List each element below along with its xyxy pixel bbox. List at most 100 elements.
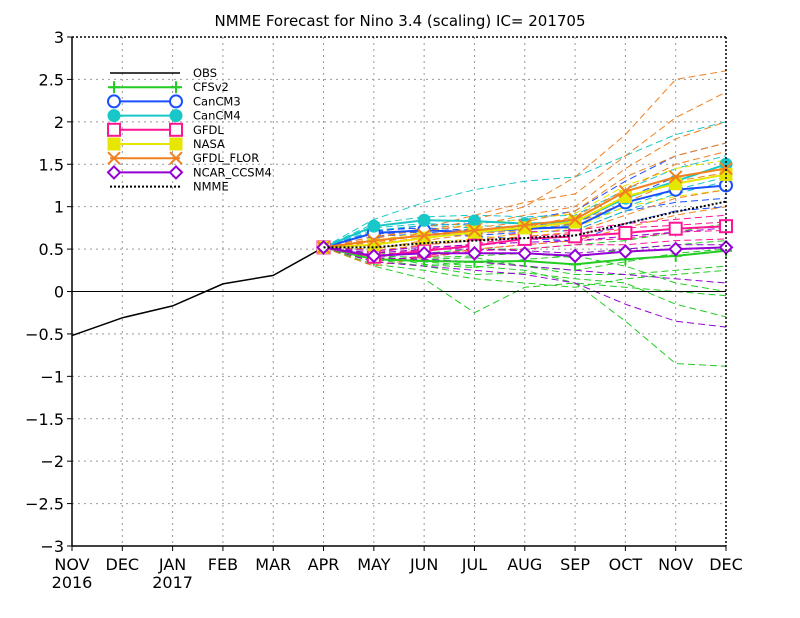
legend-marker <box>168 164 184 180</box>
point-ncar-ccsm4 <box>567 248 583 264</box>
y-tick-label: 1 <box>54 198 64 217</box>
point-gfdl-flor <box>568 212 582 227</box>
legend-label: NCAR_CCSM4 <box>193 165 272 179</box>
marker-x-b <box>417 228 431 243</box>
y-tick-label: −2 <box>40 452 64 471</box>
legend-entry-cfsv2: CFSv2 <box>108 80 229 94</box>
legend-entry-cancm3: CanCM3 <box>107 94 241 109</box>
point-ncar-ccsm4 <box>617 244 633 260</box>
marker-x-b <box>467 223 482 238</box>
point-ncar-ccsm4 <box>467 245 482 261</box>
point-gfdl-flor <box>668 170 683 184</box>
legend-marker <box>106 164 122 180</box>
marker-x-b <box>568 212 582 227</box>
point-gfdl <box>568 229 583 244</box>
ensemble-member-line <box>323 121 727 248</box>
y-tick-label: 3 <box>54 28 64 47</box>
point-gfdl-flor <box>618 184 633 199</box>
legend-label: NMME <box>193 180 229 194</box>
x-tick-label: JUN <box>409 555 438 574</box>
legend-entry-gfdl: GFDL <box>107 122 224 137</box>
marker-x-b <box>719 161 733 176</box>
marker-x-b <box>107 151 121 165</box>
ensemble-member-line <box>323 176 727 248</box>
legend-entry-gfdl-flor: GFDL_FLOR <box>107 151 259 165</box>
legend-label: NASA <box>193 137 225 151</box>
legend-label: GFDL_FLOR <box>193 151 259 165</box>
y-tick-label: 2 <box>54 113 64 132</box>
ensemble-member-line <box>323 246 727 314</box>
x-tick-label: SEP <box>560 555 590 574</box>
y-tick-label: 0 <box>54 283 64 302</box>
y-tick-label: −3 <box>40 537 64 556</box>
series-line-obs <box>71 246 324 337</box>
point-gfdl <box>668 221 683 236</box>
x-tick-label: FEB <box>208 555 238 574</box>
ensemble-member-line <box>323 246 727 288</box>
x-tick-label: JAN <box>158 555 186 574</box>
ensemble-member-line <box>323 246 727 328</box>
point-gfdl-flor <box>719 161 733 176</box>
series-ncar-ccsm4 <box>316 239 734 264</box>
legend-entry-nmme: NMME <box>110 180 229 194</box>
legend-marker <box>107 94 121 109</box>
y-tick-label: −1.5 <box>25 410 64 429</box>
legend-entry-nasa: NASA <box>107 137 225 151</box>
y-tick-label: 2.5 <box>39 70 64 89</box>
series-line-nmme <box>323 200 727 249</box>
legend-marker <box>107 151 121 165</box>
ensemble-member-line <box>323 155 727 248</box>
point-gfdl <box>618 225 633 240</box>
point-gfdl-flor <box>518 218 532 233</box>
legend: OBSCFSv2CanCM3CanCM4GFDLNASAGFDL_FLORNCA… <box>106 66 272 194</box>
marker-x-b <box>668 170 683 184</box>
ensemble-member-line <box>323 70 727 248</box>
marker-x-b <box>618 184 633 199</box>
axes: 3 2.5 2 1.5 1 0.5 0 −0.5 −1 −1.5 −2 −2.5 −3 NOV DEC JAN… <box>25 28 743 592</box>
x-tick-label: DEC <box>106 555 140 574</box>
legend-entry-obs: OBS <box>110 66 217 80</box>
x-tick-label: OCT <box>609 555 643 574</box>
point-ncar-ccsm4 <box>668 241 684 257</box>
grid <box>72 37 726 546</box>
marker-x-b <box>169 151 183 165</box>
point-cancm4 <box>417 213 431 227</box>
x-tick-label: AUG <box>507 555 542 574</box>
x-tick-label: NOV <box>658 555 693 574</box>
x-year-label: 2016 <box>52 573 93 592</box>
series-nmme <box>323 200 727 249</box>
ensemble-member-line <box>323 121 727 248</box>
model-mean-series <box>71 157 734 337</box>
marker-x-b <box>367 233 381 248</box>
legend-label: CFSv2 <box>193 80 229 94</box>
x-tick-label: DEC <box>709 555 743 574</box>
x-tick-label: MAR <box>255 555 291 574</box>
legend-label: CanCM4 <box>193 109 241 123</box>
legend-label: GFDL <box>193 123 224 137</box>
ensemble-member-line <box>323 91 727 248</box>
marker-x-b <box>518 218 532 233</box>
point-nasa <box>518 221 532 235</box>
legend-marker <box>169 94 183 109</box>
y-tick-label: 0.5 <box>39 240 64 259</box>
series-obs <box>71 246 324 337</box>
legend-entry-ncar-ccsm4: NCAR_CCSM4 <box>106 164 272 180</box>
legend-marker <box>107 137 121 151</box>
legend-marker <box>169 151 183 165</box>
y-tick-label: −2.5 <box>25 495 64 514</box>
legend-marker <box>170 81 182 94</box>
point-nasa <box>669 177 683 191</box>
legend-marker <box>169 137 183 151</box>
legend-marker <box>169 109 183 123</box>
point-ncar-ccsm4 <box>416 245 432 261</box>
legend-entry-cancm4: CanCM4 <box>107 109 241 123</box>
point-ncar-ccsm4 <box>517 245 533 261</box>
y-tick-label: −1 <box>40 367 64 386</box>
legend-marker <box>169 122 183 137</box>
y-tick-label: 1.5 <box>39 155 64 174</box>
y-tick-label: −0.5 <box>25 325 64 344</box>
point-ncar-ccsm4 <box>366 248 382 264</box>
legend-marker <box>108 81 120 94</box>
